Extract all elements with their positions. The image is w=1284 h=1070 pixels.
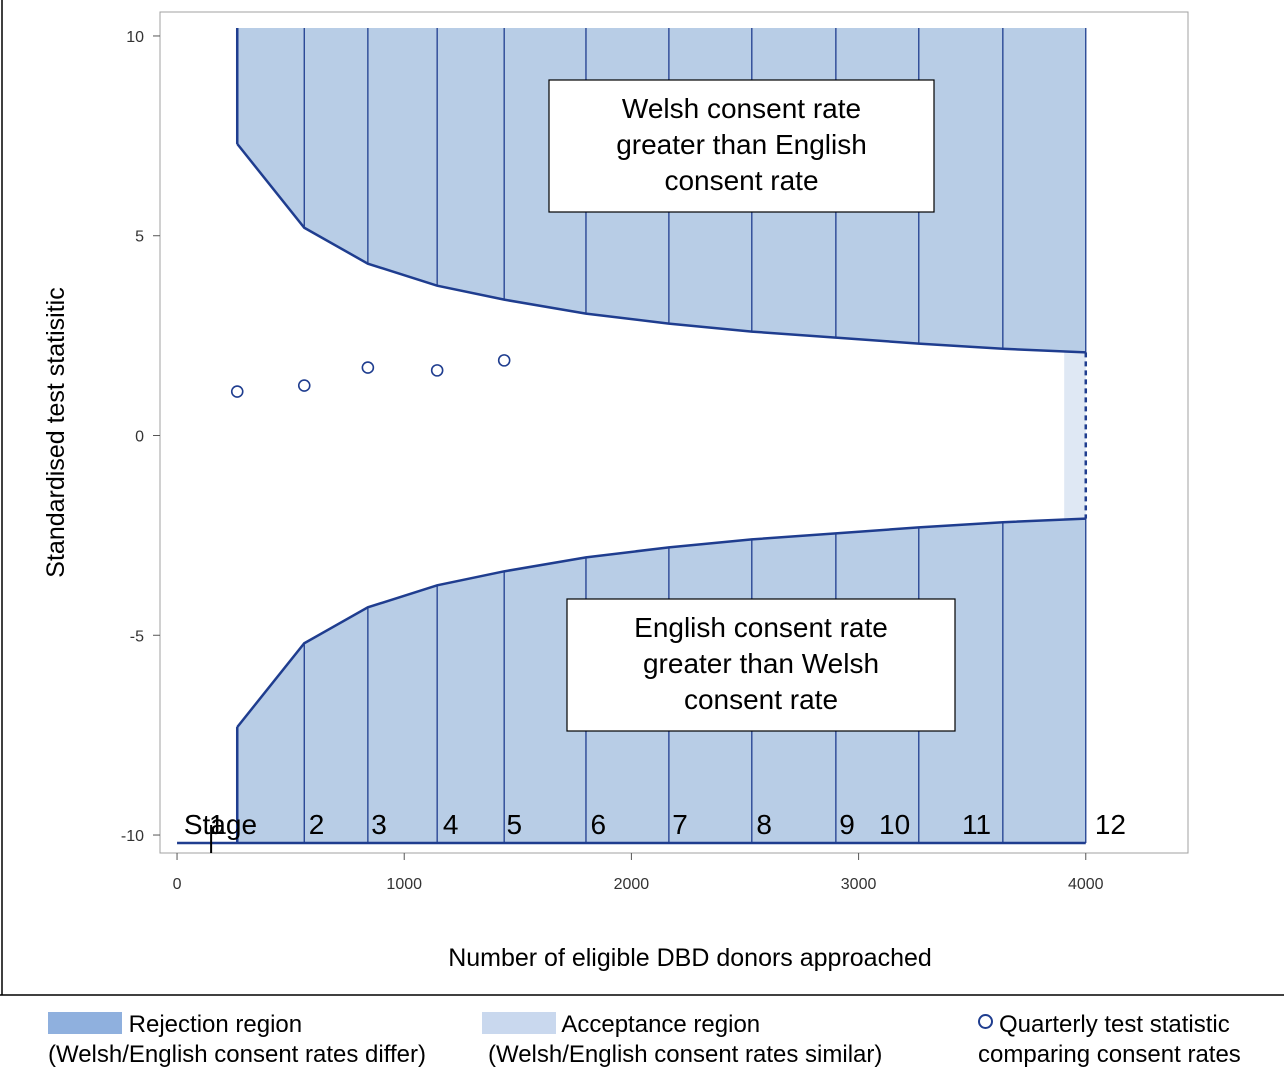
legend-rejection-sub: (Welsh/English consent rates differ)	[48, 1041, 426, 1068]
circle-marker-icon	[978, 1014, 993, 1029]
y-tick-label: -5	[130, 628, 144, 645]
upper-boundary-line	[236, 143, 1086, 354]
legend-points-sub: comparing consent rates	[978, 1041, 1241, 1068]
stage-label: 3	[371, 809, 387, 840]
quarterly-point	[230, 385, 244, 398]
stage-label: 6	[591, 809, 607, 840]
annotation-text: consent rate	[664, 165, 818, 196]
annotation-text: Welsh consent rate	[622, 93, 861, 124]
quarterly-point	[497, 354, 511, 367]
legend-points: Quarterly test statistic comparing conse…	[978, 1010, 1241, 1070]
quarterly-point	[430, 364, 444, 377]
quarterly-point	[297, 379, 311, 392]
legend-rejection-label: Rejection region	[128, 1011, 303, 1038]
annotation-box	[548, 79, 935, 213]
y-tick-label: -10	[121, 828, 144, 845]
stage-label: 9	[839, 809, 855, 840]
stage-label: 10	[879, 809, 910, 840]
y-tick-label: 5	[135, 229, 144, 246]
annotation-text: greater than Welsh	[643, 648, 879, 679]
x-tick-label: 0	[173, 876, 182, 893]
legend-rejection: Rejection region (Welsh/English consent …	[48, 1010, 426, 1070]
acceptance-region	[1064, 352, 1086, 519]
stage-label: Stage	[184, 809, 257, 840]
stage-label: 12	[1095, 809, 1126, 840]
x-tick-label: 2000	[614, 876, 650, 893]
legend-acceptance-label: Acceptance region	[561, 1011, 761, 1038]
stage-label: 5	[506, 809, 522, 840]
stage-label: 2	[309, 809, 325, 840]
legend-acceptance: Acceptance region (Welsh/English consent…	[482, 1010, 882, 1070]
legend-points-label: Quarterly test statistic	[999, 1011, 1230, 1038]
quarterly-point	[361, 361, 375, 374]
stage-label: 7	[672, 809, 688, 840]
x-tick-label: 4000	[1068, 876, 1104, 893]
acceptance-swatch	[482, 1012, 556, 1034]
stage-label: 4	[443, 809, 459, 840]
annotation-text: consent rate	[684, 684, 838, 715]
y-axis-label: Standardised test statisitic	[42, 287, 70, 577]
x-axis-label: Number of eligible DBD donors approached	[448, 944, 932, 972]
x-tick-label: 1000	[386, 876, 422, 893]
annotation-text: greater than English	[616, 129, 867, 160]
stage-label: 8	[756, 809, 772, 840]
stage-label: 1	[209, 809, 225, 840]
x-tick-label: 3000	[841, 876, 877, 893]
annotation-text: English consent rate	[634, 612, 888, 643]
stage-label: 11	[962, 809, 991, 840]
y-tick-label: 10	[126, 29, 144, 46]
annotation-box	[566, 598, 956, 732]
lower-boundary-line	[236, 517, 1086, 728]
y-tick-label: 0	[135, 428, 144, 445]
legend-acceptance-sub: (Welsh/English consent rates similar)	[488, 1041, 883, 1068]
rejection-swatch	[48, 1012, 122, 1034]
